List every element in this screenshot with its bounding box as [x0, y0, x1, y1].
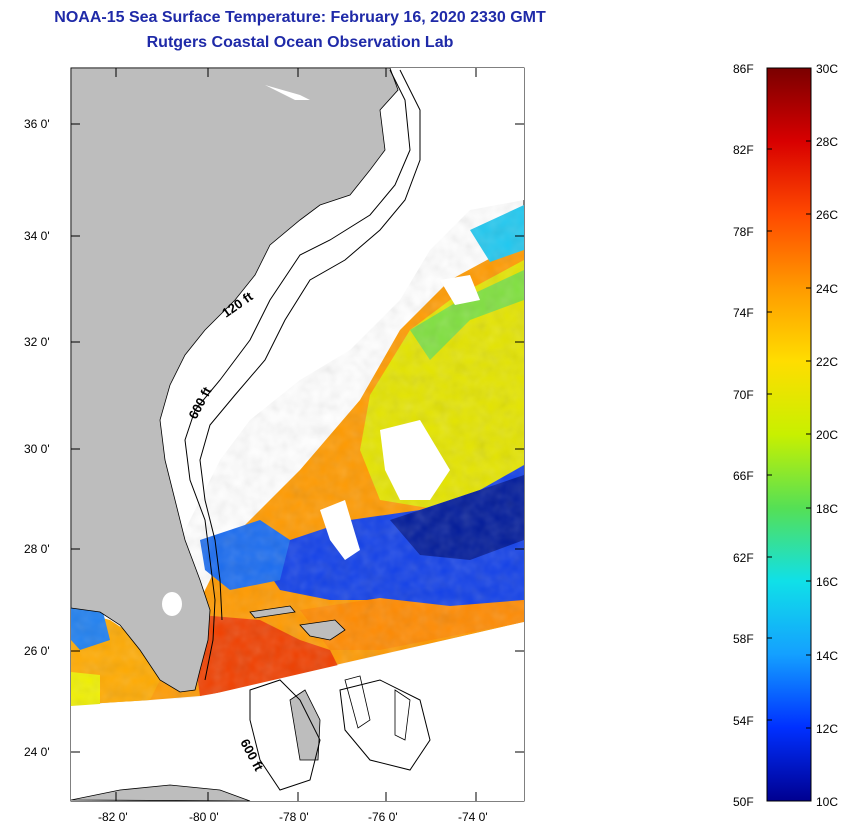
map-content	[71, 68, 524, 801]
lon-label: -82 0'	[98, 810, 128, 824]
bahamas-eleuthera	[394, 689, 411, 741]
contour-120ft	[184, 69, 411, 681]
lat-label: 32 0'	[24, 335, 50, 349]
colorbar-c-label: 16C	[816, 575, 839, 589]
colorbar-c-label: 14C	[816, 649, 839, 663]
lake-okeechobee	[162, 592, 182, 616]
colorbar-c-label: 30C	[816, 62, 839, 76]
us-land	[71, 68, 399, 693]
colorbar-c-label: 22C	[816, 355, 839, 369]
lon-label: -78 0'	[279, 810, 309, 824]
colorbar-f-label: 70F	[733, 388, 754, 402]
colorbar-f-label: 54F	[733, 714, 754, 728]
colorbar	[766, 67, 812, 802]
colorbar-c-label: 18C	[816, 502, 839, 516]
lon-label: -80 0'	[189, 810, 219, 824]
colorbar-f-label: 50F	[733, 795, 754, 809]
contour-bahamas	[249, 679, 321, 791]
colorbar-c-label: 28C	[816, 135, 839, 149]
map-ticks	[71, 68, 524, 801]
cloud-gap	[320, 500, 360, 560]
lat-label: 30 0'	[24, 442, 50, 456]
colorbar-c-label: 26C	[816, 208, 839, 222]
colorbar-f-label: 74F	[733, 306, 754, 320]
lat-label: 24 0'	[24, 745, 50, 759]
bahamas-andros	[289, 689, 321, 761]
colorbar-c-label: 24C	[816, 282, 839, 296]
cloud-gap	[440, 275, 480, 305]
contour-600ft	[199, 69, 421, 621]
colorbar-f-label: 82F	[733, 143, 754, 157]
colorbar-f-label: 58F	[733, 632, 754, 646]
bahamas-abaco	[299, 619, 346, 641]
colorbar-ticks	[767, 140, 811, 729]
lon-label: -74 0'	[458, 810, 488, 824]
lat-label: 34 0'	[24, 229, 50, 243]
lab-subtitle: Rutgers Coastal Ocean Observation Lab	[146, 34, 454, 51]
colorbar-c-label: 20C	[816, 428, 839, 442]
colorbar-f-label: 62F	[733, 551, 754, 565]
colorbar-c-label: 10C	[816, 795, 839, 809]
map-title: NOAA-15 Sea Surface Temperature: Februar…	[54, 9, 546, 26]
lat-label: 36 0'	[24, 117, 50, 131]
colorbar-f-label: 78F	[733, 225, 754, 239]
colorbar-c-label: 12C	[816, 722, 839, 736]
bahamas-grand	[249, 605, 296, 619]
lat-label: 28 0'	[24, 542, 50, 556]
colorbar-f-label: 86F	[733, 62, 754, 76]
colorbar-f-label: 66F	[733, 469, 754, 483]
bahamas-exuma	[344, 675, 371, 729]
lat-label: 26 0'	[24, 644, 50, 658]
lon-label: -76 0'	[368, 810, 398, 824]
contour-bahamas-east	[339, 679, 431, 771]
cloud-gap	[380, 420, 450, 500]
sound-inlet	[265, 85, 310, 100]
